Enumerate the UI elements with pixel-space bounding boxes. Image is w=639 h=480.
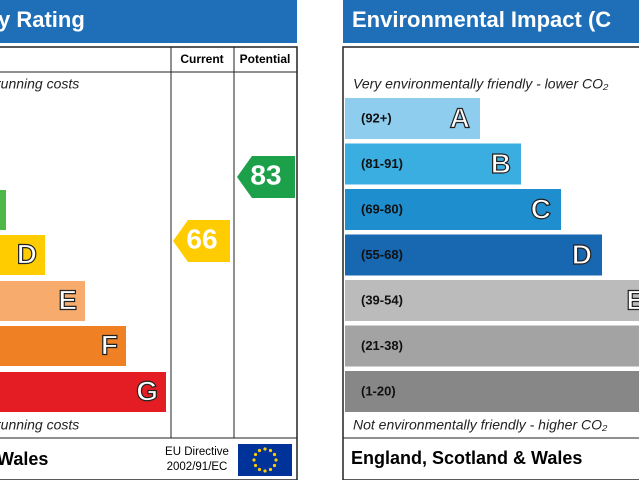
band	[345, 98, 480, 139]
band-letter: E	[58, 284, 77, 315]
right-header	[343, 0, 639, 43]
left-frame	[0, 46, 298, 480]
star	[253, 452, 258, 457]
directive: 2002/91/EC	[167, 461, 228, 473]
band-letter: G	[136, 375, 158, 406]
band-range: (81-91)	[361, 156, 403, 171]
potential-arrow	[237, 156, 295, 198]
star	[272, 452, 277, 457]
band-letter: F	[101, 329, 118, 360]
directive: EU Directive	[165, 446, 229, 458]
column-header: Potential	[240, 52, 291, 66]
band	[0, 281, 85, 321]
band	[345, 371, 639, 412]
left-header	[0, 0, 297, 43]
footer: England, Scotland & Wales	[351, 448, 582, 468]
star	[268, 448, 273, 453]
current-rating: 66	[186, 223, 217, 254]
top-note: Very environmentally friendly - lower CO…	[353, 76, 609, 92]
band	[345, 189, 561, 230]
right-frame	[342, 46, 639, 480]
bottom-note: Not environmentally friendly - higher CO…	[353, 417, 608, 433]
column-header: Current	[180, 52, 223, 66]
band-letter: E	[626, 284, 639, 315]
band-range: (55-68)	[361, 247, 403, 262]
band-range: (69-80)	[361, 201, 403, 216]
band-letter: D	[17, 238, 37, 269]
star	[252, 458, 256, 462]
star	[257, 467, 262, 472]
band-range: (92+)	[361, 110, 392, 125]
bottom-note: running costs	[0, 417, 79, 433]
left-title: y Rating	[0, 7, 85, 32]
band	[0, 235, 45, 275]
band	[0, 326, 126, 366]
band-range: (21-38)	[361, 338, 403, 353]
star	[253, 463, 258, 468]
band	[0, 372, 166, 412]
band	[0, 190, 6, 230]
star	[263, 469, 267, 473]
star	[257, 448, 262, 453]
band-letter: A	[450, 102, 470, 133]
eu-stars	[252, 447, 278, 473]
band-range: (39-54)	[361, 292, 403, 307]
star	[274, 458, 278, 462]
band-letter: B	[491, 148, 511, 179]
band	[345, 143, 521, 185]
band-range: (1-20)	[361, 383, 396, 398]
top-note: running costs	[0, 76, 79, 92]
current-arrow	[173, 220, 230, 262]
band-letter: D	[572, 239, 592, 270]
star	[268, 467, 273, 472]
band	[345, 280, 639, 321]
star	[263, 447, 267, 451]
band	[345, 234, 602, 276]
footer: Wales	[0, 449, 48, 469]
band-letter: C	[531, 193, 551, 224]
right-title: Environmental Impact (C	[352, 7, 611, 32]
band	[345, 325, 639, 367]
star	[272, 463, 277, 468]
potential-rating: 83	[250, 159, 281, 190]
